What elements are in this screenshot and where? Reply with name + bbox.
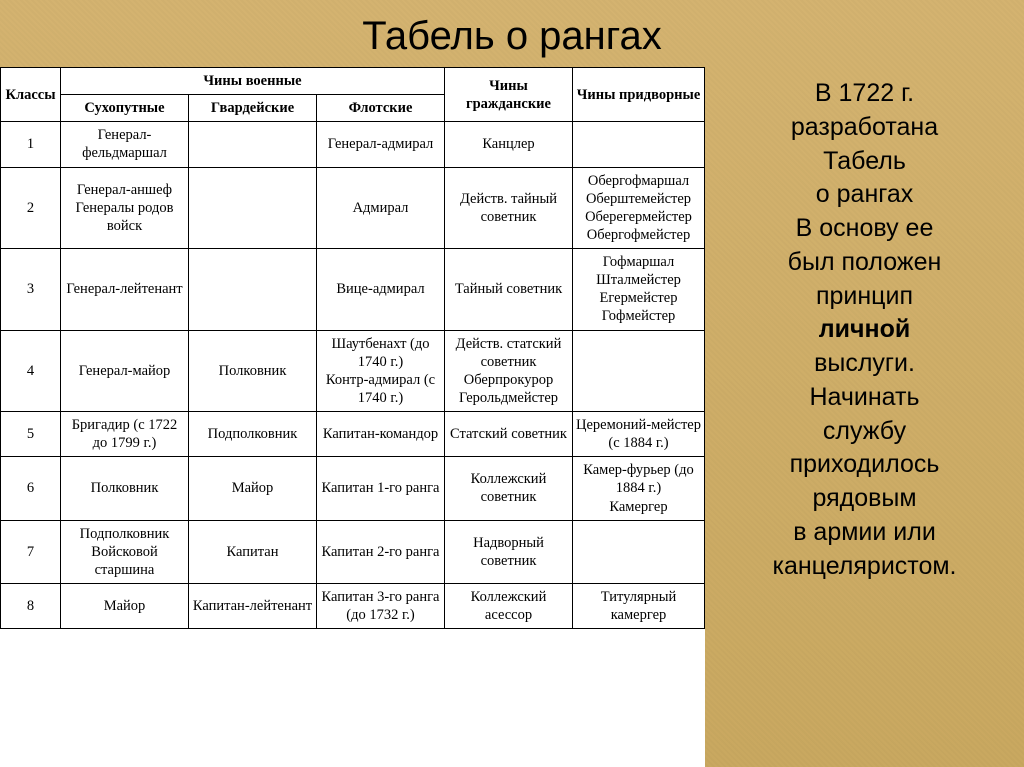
cell-court: Церемоний-мейстер (с 1884 г.) [573, 412, 705, 457]
table-row: 6ПолковникМайорКапитан 1-го рангаКоллежс… [1, 457, 705, 520]
cell-navy: Капитан-командор [317, 412, 445, 457]
cell-civil: Действ. статский советникОберпрокурорГер… [445, 330, 573, 412]
side-text: В 1722 г. разработана Табель о рангах В … [705, 67, 1024, 767]
cell-guard [189, 167, 317, 249]
header-military: Чины военные [61, 68, 445, 95]
cell-army: Майор [61, 584, 189, 629]
cell-court: Камер-фурьер (до 1884 г.)Камергер [573, 457, 705, 520]
cell-civil: Канцлер [445, 122, 573, 167]
cell-civil: Коллежский асессор [445, 584, 573, 629]
side-line: Начинать [719, 381, 1010, 415]
cell-court: Титулярный камергер [573, 584, 705, 629]
cell-court [573, 122, 705, 167]
cell-navy: Адмирал [317, 167, 445, 249]
cell-n: 3 [1, 249, 61, 331]
cell-guard: Подполковник [189, 412, 317, 457]
cell-navy: Капитан 2-го ранга [317, 520, 445, 583]
side-line: В основу ее [719, 212, 1010, 246]
side-line: канцеляристом. [719, 550, 1010, 584]
header-court: Чины придворные [573, 68, 705, 122]
table-row: 7ПодполковникВойсковой старшинаКапитанКа… [1, 520, 705, 583]
cell-civil: Надворный советник [445, 520, 573, 583]
header-guard: Гвардейские [189, 95, 317, 122]
table-row: 3Генерал-лейтенант Вице-адмиралТайный сов… [1, 249, 705, 331]
cell-civil: Тайный советник [445, 249, 573, 331]
side-line: Табель [719, 145, 1010, 179]
cell-n: 4 [1, 330, 61, 412]
cell-navy: Капитан 1-го ранга [317, 457, 445, 520]
cell-army: Генерал-лейтенант [61, 249, 189, 331]
cell-navy: Шаутбенахт (до 1740 г.)Контр-адмирал (с … [317, 330, 445, 412]
side-line-bold: личной [719, 313, 1010, 347]
table-body: 1Генерал-фельдмаршал Генерал-адмиралКанцл… [1, 122, 705, 629]
cell-army: Полковник [61, 457, 189, 520]
cell-army: Бригадир (с 1722 до 1799 г.) [61, 412, 189, 457]
side-line: выслуги. [719, 347, 1010, 381]
side-line: приходилось [719, 448, 1010, 482]
cell-n: 6 [1, 457, 61, 520]
cell-n: 7 [1, 520, 61, 583]
cell-civil: Коллежский советник [445, 457, 573, 520]
cell-guard: Полковник [189, 330, 317, 412]
cell-guard: Капитан [189, 520, 317, 583]
cell-court: ОбергофмаршалОберштемейстерОберегермейст… [573, 167, 705, 249]
cell-n: 2 [1, 167, 61, 249]
table-container: Классы Чины военные Чины гражданские Чин… [0, 67, 705, 767]
side-line: принцип [719, 280, 1010, 314]
table-row: 4Генерал-майорПолковникШаутбенахт (до 17… [1, 330, 705, 412]
cell-army: Генерал-аншефГенералы родов войск [61, 167, 189, 249]
cell-army: Генерал-майор [61, 330, 189, 412]
table-row: 1Генерал-фельдмаршал Генерал-адмиралКанцл… [1, 122, 705, 167]
header-civil: Чины гражданские [445, 68, 573, 122]
side-line: разработана [719, 111, 1010, 145]
table-row: 5Бригадир (с 1722 до 1799 г.)Подполковни… [1, 412, 705, 457]
cell-guard: Капитан-лейтенант [189, 584, 317, 629]
cell-guard [189, 249, 317, 331]
cell-court [573, 330, 705, 412]
side-line: о рангах [719, 178, 1010, 212]
cell-court [573, 520, 705, 583]
side-line: в армии или [719, 516, 1010, 550]
cell-navy: Вице-адмирал [317, 249, 445, 331]
side-line: рядовым [719, 482, 1010, 516]
side-line: был положен [719, 246, 1010, 280]
cell-n: 8 [1, 584, 61, 629]
cell-civil: Статский советник [445, 412, 573, 457]
ranks-table: Классы Чины военные Чины гражданские Чин… [0, 67, 705, 629]
table-row: 8МайорКапитан-лейтенантКапитан 3-го ранг… [1, 584, 705, 629]
cell-n: 5 [1, 412, 61, 457]
cell-civil: Действ. тайный советник [445, 167, 573, 249]
header-army: Сухопутные [61, 95, 189, 122]
content-row: Классы Чины военные Чины гражданские Чин… [0, 67, 1024, 767]
table-row: 2Генерал-аншефГенералы родов войск Адмира… [1, 167, 705, 249]
side-line: В 1722 г. [719, 77, 1010, 111]
header-navy: Флотские [317, 95, 445, 122]
page-title: Табель о рангах [0, 14, 1024, 59]
side-line: службу [719, 415, 1010, 449]
cell-n: 1 [1, 122, 61, 167]
cell-navy: Капитан 3-го ранга (до 1732 г.) [317, 584, 445, 629]
cell-army: Генерал-фельдмаршал [61, 122, 189, 167]
cell-army: ПодполковникВойсковой старшина [61, 520, 189, 583]
cell-court: ГофмаршалШталмейстерЕгермейстерГофмейсте… [573, 249, 705, 331]
cell-guard [189, 122, 317, 167]
header-classes: Классы [1, 68, 61, 122]
cell-guard: Майор [189, 457, 317, 520]
cell-navy: Генерал-адмирал [317, 122, 445, 167]
